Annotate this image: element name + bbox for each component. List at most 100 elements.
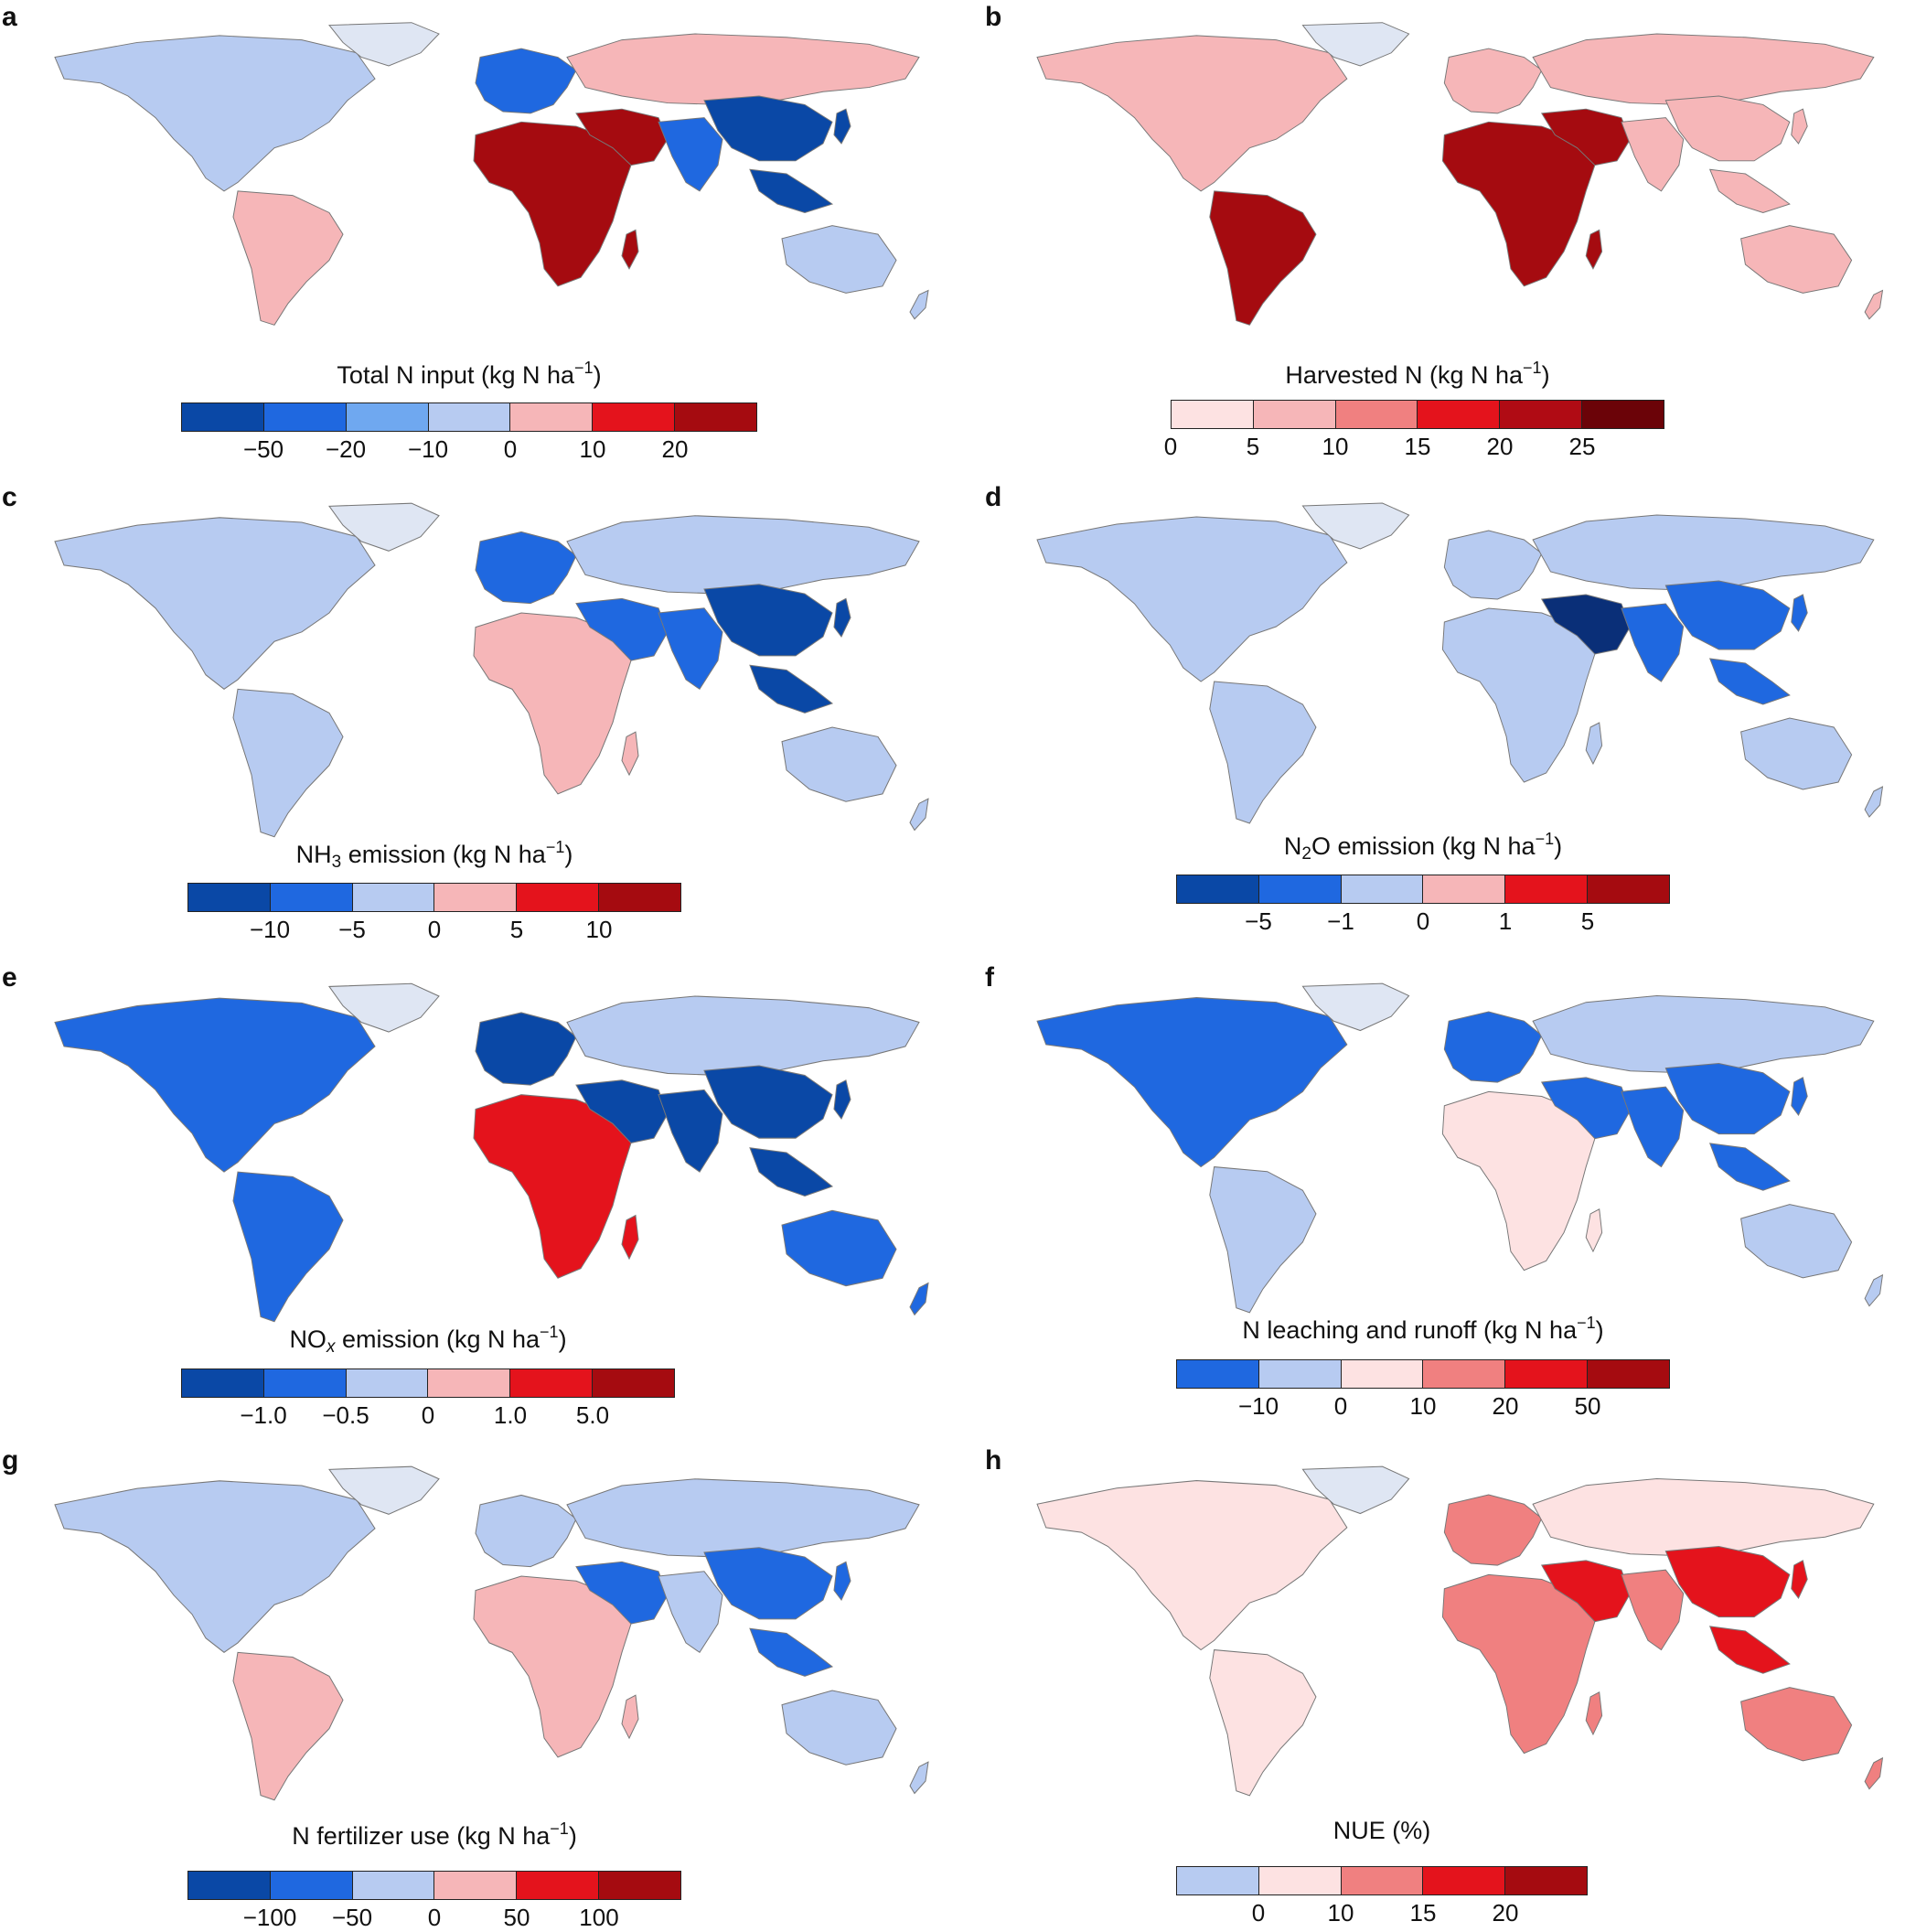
colorbar-swatch [182,403,264,431]
region-japan [1791,594,1808,632]
colorbar-tick-label: 0 [427,916,442,943]
region-madagascar [621,1214,639,1261]
colorbar-tick-label: −1.0 [240,1401,287,1429]
region-americas-north [1036,1480,1348,1651]
colorbar-tick-label: 0 [427,1904,442,1931]
region-asia-south [658,1089,723,1173]
region-greenland [328,22,440,67]
colorbar-swatch [1582,401,1664,428]
region-australia [1740,1204,1853,1279]
region-seasia [1708,1626,1791,1674]
panel-letter-e: e [2,962,17,993]
colorbar-swatch [593,403,676,431]
colorbar-tick-label: 0 [1416,907,1430,935]
colorbar-swatch [270,884,353,911]
region-africa [1441,1573,1596,1755]
colorbar-swatch [593,1369,674,1397]
region-russia [1532,33,1875,105]
colorbar-swatch [517,1872,600,1899]
colorbar-swatch [1172,401,1254,428]
region-europe [1443,1494,1543,1566]
region-americas-north [54,997,376,1173]
legend-title-b: Harvested N (kg N ha−1) [1285,359,1550,389]
region-nz [1864,786,1884,818]
region-russia [566,33,920,105]
region-middle-east [1540,1560,1632,1623]
colorbar-swatch [428,403,511,431]
legend-title-e: NOx emission (kg N ha−1) [289,1323,567,1357]
colorbar-swatch [517,884,600,911]
colorbar-swatch [346,1369,429,1397]
panel-letter-f: f [985,962,994,993]
legend-title-g: N fertilizer use (kg N ha−1) [292,1819,577,1850]
region-greenland [1301,982,1410,1032]
region-europe [1443,48,1543,114]
region-asia-east [1664,580,1791,650]
colorbar-swatch [1588,875,1669,903]
colorbar-tick-label: −100 [242,1904,297,1931]
colorbar-tick-label: 10 [1327,1899,1354,1927]
region-asia-south [658,117,723,192]
region-nz [909,1282,929,1316]
colorbar-swatch [1341,875,1424,903]
colorbar-tick-label: −50 [242,435,284,463]
region-europe [475,531,577,605]
world-map-h [1036,1465,1884,1797]
legend-title-f: N leaching and runoff (kg N ha−1) [1242,1314,1604,1344]
region-russia [1532,1477,1875,1557]
region-middle-east [575,597,669,661]
colorbar-c [187,883,681,912]
region-middle-east [575,1561,669,1625]
region-seasia [1708,658,1791,705]
panel-letter-h: h [985,1445,1002,1476]
region-japan [833,108,851,145]
colorbar-swatch [352,884,435,911]
region-asia-east [1664,1545,1791,1618]
colorbar-swatch [352,1872,435,1899]
region-japan [833,1079,851,1121]
colorbar-swatch [1341,1360,1424,1388]
colorbar-swatch [1335,401,1418,428]
region-seasia [1708,168,1791,213]
region-seasia [749,1147,834,1197]
colorbar-tick-label: 20 [1492,1392,1519,1420]
colorbar-tick-label: 15 [1404,433,1431,460]
world-map-a [54,22,929,326]
colorbar-tick-label: 10 [579,435,606,463]
region-middle-east [1540,1077,1632,1140]
region-madagascar [1585,229,1603,270]
colorbar-tick-label: −10 [407,435,449,463]
colorbar-swatch [182,1369,264,1397]
region-asia-east [1664,1062,1791,1135]
colorbar-tick-label: 10 [1409,1392,1437,1420]
region-americas-south [232,1171,344,1323]
region-japan [1791,108,1808,145]
region-americas-south [1209,1649,1317,1797]
region-nz [1864,289,1884,320]
colorbar-tick-label: 20 [1492,1899,1519,1927]
colorbar-swatch [188,884,271,911]
legend-title-h: NUE (%) [1332,1817,1431,1844]
colorbar-swatch [510,1369,594,1397]
region-madagascar [1585,1691,1603,1736]
region-madagascar [1585,1208,1603,1253]
region-nz [909,289,929,320]
region-russia [566,995,920,1077]
region-japan [1791,1560,1808,1599]
colorbar-tick-label: 0 [1333,1392,1348,1420]
colorbar-tick-label: 5 [1246,433,1260,460]
region-madagascar [1585,722,1603,766]
colorbar-swatch [1258,1867,1342,1894]
colorbar-swatch [263,1369,347,1397]
region-seasia [749,168,834,213]
region-africa [473,1094,632,1279]
region-asia-south [658,607,723,691]
colorbar-swatch [1588,1360,1669,1388]
region-asia-east [703,1065,833,1139]
colorbar-tick-label: 1 [1498,907,1513,935]
region-australia [1740,1687,1853,1762]
colorbar-swatch [1253,401,1336,428]
colorbar-swatch [1500,401,1583,428]
region-europe [475,1012,577,1086]
region-seasia [749,664,834,714]
